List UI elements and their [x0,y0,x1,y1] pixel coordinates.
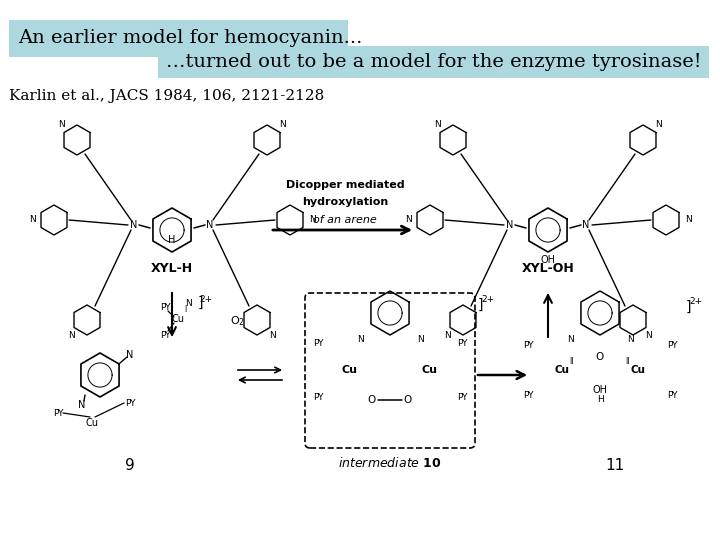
Text: PY: PY [312,393,323,402]
Text: N: N [645,331,652,340]
Text: PY: PY [53,408,63,417]
Text: An earlier model for hemocyanin...: An earlier model for hemocyanin... [18,29,362,48]
Text: PY: PY [523,341,534,349]
Text: N: N [130,220,138,230]
Text: N: N [126,350,134,360]
Text: N: N [356,335,364,345]
Text: Cu: Cu [422,365,438,375]
Text: N: N [444,331,451,340]
Text: 2+: 2+ [199,294,212,303]
Text: 2+: 2+ [482,295,495,305]
Text: II: II [570,356,575,366]
Text: N: N [29,215,35,225]
Text: …turned out to be a model for the enzyme tyrosinase!: …turned out to be a model for the enzyme… [166,53,701,71]
Text: 11: 11 [606,457,625,472]
Text: N: N [655,120,662,129]
Text: N: N [685,215,691,225]
Text: 2+: 2+ [690,298,703,307]
Text: N: N [58,120,65,129]
Text: PY: PY [125,399,135,408]
Text: PY: PY [160,302,170,312]
Text: Cu: Cu [631,365,646,375]
Text: N: N [582,220,590,230]
Text: II: II [626,356,630,366]
Text: N: N [417,335,423,345]
Text: Cu: Cu [342,365,358,375]
Text: Dicopper mediated: Dicopper mediated [286,180,405,190]
Text: PY: PY [667,341,678,349]
Text: H: H [597,395,603,404]
Text: Cu: Cu [171,314,184,324]
Text: Cu: Cu [86,418,99,428]
Text: N: N [626,335,634,345]
Text: XYL-H: XYL-H [151,261,193,274]
Text: N: N [269,331,276,340]
Text: N: N [506,220,513,230]
Text: PY: PY [456,393,467,402]
Text: ]: ] [685,300,690,314]
Text: ]: ] [477,298,482,312]
Text: OH: OH [541,255,556,265]
Text: PY: PY [667,390,678,400]
Text: hydroxylation: hydroxylation [302,197,388,207]
Text: N: N [207,220,214,230]
Text: XYL-OH: XYL-OH [521,261,575,274]
Text: PY: PY [523,390,534,400]
Text: PY: PY [456,339,467,348]
Text: N: N [405,215,411,225]
Text: $\mathit{intermediate}$ $\mathbf{10}$: $\mathit{intermediate}$ $\mathbf{10}$ [338,456,442,470]
Text: N: N [184,299,192,307]
Text: N: N [279,120,286,129]
Text: 9: 9 [125,457,135,472]
Text: OH: OH [593,385,608,395]
Text: N: N [434,120,441,129]
Text: PY: PY [312,339,323,348]
Text: O$_2$: O$_2$ [230,314,246,328]
Text: H: H [168,235,176,245]
Text: O: O [368,395,376,405]
Text: Karlin et al., JACS 1984, 106, 2121-2128: Karlin et al., JACS 1984, 106, 2121-2128 [9,89,325,103]
Text: N: N [309,215,315,225]
Text: O: O [596,352,604,362]
Text: ]: ] [197,296,203,310]
Text: Cu: Cu [554,365,570,375]
Text: PY: PY [160,330,170,340]
Text: O: O [404,395,412,405]
Text: of an arene: of an arene [313,215,377,225]
Text: I: I [184,306,186,314]
Text: N: N [68,331,75,340]
Text: N: N [78,400,86,410]
Text: N: N [567,335,573,345]
